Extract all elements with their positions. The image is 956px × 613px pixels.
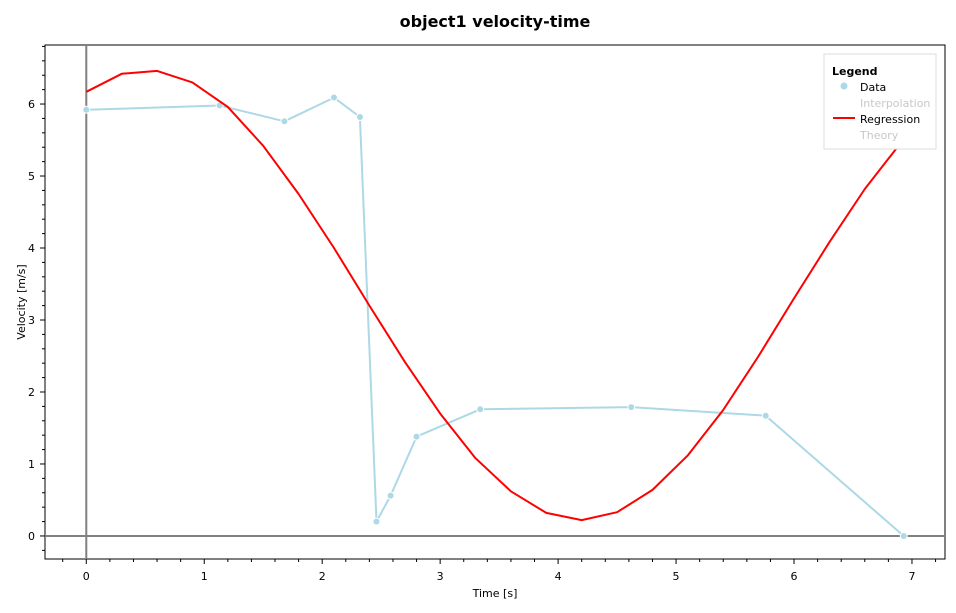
legend-data-marker (840, 82, 848, 90)
x-tick-label: 1 (201, 570, 208, 583)
y-axis-ticks: 0 1 2 3 4 5 6 (28, 45, 45, 551)
y-tick-label: 0 (28, 530, 35, 543)
data-point[interactable] (329, 93, 338, 102)
y-tick-label: 3 (28, 314, 35, 327)
legend[interactable]: Legend Data Interpolation Regression The… (823, 53, 937, 150)
legend-entry-data[interactable]: Data (860, 81, 886, 94)
plot-area-frame (44, 44, 946, 560)
x-tick-label: 4 (555, 570, 562, 583)
chart-title: object1 velocity-time (400, 12, 591, 31)
data-point[interactable] (412, 432, 421, 441)
y-axis-label: Velocity [m/s] (15, 264, 28, 339)
zero-lines (45, 45, 945, 559)
data-point[interactable] (761, 411, 770, 420)
data-point[interactable] (386, 491, 395, 500)
x-tick-label: 3 (437, 570, 444, 583)
regression-series-line (85, 69, 901, 522)
data-point[interactable] (899, 531, 908, 540)
data-point[interactable] (355, 112, 364, 121)
legend-title: Legend (832, 65, 878, 78)
x-tick-label: 2 (319, 570, 326, 583)
series-layer (82, 69, 908, 540)
x-tick-label: 5 (673, 570, 680, 583)
legend-entry-theory[interactable]: Theory (859, 129, 899, 142)
data-point[interactable] (627, 403, 636, 412)
x-tick-label: 6 (791, 570, 798, 583)
x-tick-label: 7 (908, 570, 915, 583)
data-series-line (86, 96, 905, 537)
y-tick-label: 1 (28, 458, 35, 471)
data-point[interactable] (476, 405, 485, 414)
x-axis-ticks: 0 1 2 3 4 5 6 7 (62, 559, 937, 583)
y-tick-label: 2 (28, 386, 35, 399)
data-point[interactable] (280, 117, 289, 126)
y-tick-label: 4 (28, 242, 35, 255)
x-axis-label: Time [s] (472, 587, 518, 600)
legend-box (823, 53, 937, 150)
legend-entry-interpolation[interactable]: Interpolation (860, 97, 930, 110)
data-point[interactable] (372, 517, 381, 526)
legend-entry-regression[interactable]: Regression (860, 113, 920, 126)
x-tick-label: 0 (83, 570, 90, 583)
data-point[interactable] (82, 105, 91, 114)
y-tick-label: 6 (28, 98, 35, 111)
y-tick-label: 5 (28, 170, 35, 183)
